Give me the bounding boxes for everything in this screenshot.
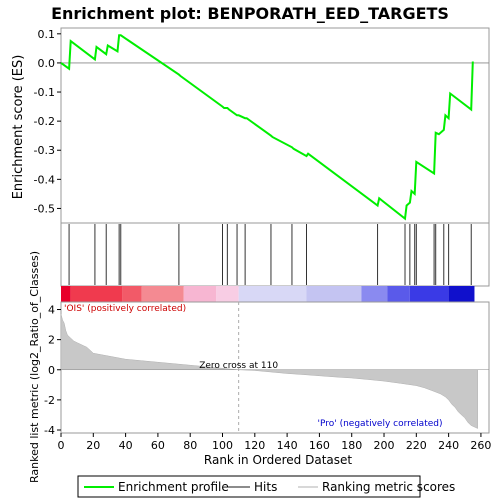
es-plot-frame — [60, 27, 490, 224]
x-tick-label: 0 — [58, 439, 65, 452]
es-y-tick-label: -0.5 — [34, 202, 55, 215]
enrichment-profile-line — [60, 34, 474, 221]
x-tick-label: 20 — [86, 439, 100, 452]
x-tick-label: 160 — [309, 439, 330, 452]
ranking-metric-polygon — [60, 313, 478, 429]
x-tick-label: 100 — [212, 439, 233, 452]
x-tick-label: 220 — [406, 439, 427, 452]
es-y-ticks: 0.1 0.0 -0.1 -0.2 -0.3 -0.4 -0.5 — [34, 28, 61, 215]
es-y-tick-label: -0.1 — [34, 86, 55, 99]
heat-segment — [448, 286, 475, 302]
heat-segment — [122, 286, 142, 302]
heat-segment — [61, 286, 71, 302]
x-tick-label: 120 — [244, 439, 265, 452]
metric-y-tick-label: 0 — [48, 364, 55, 377]
ranking-heat-bar — [61, 286, 475, 302]
x-tick-label: 260 — [470, 439, 491, 452]
metric-y-tick-label: 2 — [48, 334, 55, 347]
es-y-tick-label: -0.2 — [34, 115, 55, 128]
x-axis-ticks: 0 20 40 60 80 100 120 140 160 180 200 220 240 260 — [58, 433, 491, 452]
ranking-metric-area — [60, 313, 489, 429]
positive-class-label: 'OIS' (positively correlated) — [64, 304, 186, 314]
legend-label: Hits — [254, 480, 277, 494]
x-tick-label: 140 — [277, 439, 298, 452]
heat-segment — [141, 286, 184, 302]
metric-y-tick-label: 4 — [48, 304, 55, 317]
legend-label: Enrichment profile — [118, 480, 229, 494]
es-y-axis-label: Enrichment score (ES) — [11, 55, 26, 200]
chart-title: Enrichment plot: BENPORATH_EED_TARGETS — [51, 4, 449, 23]
x-tick-label: 40 — [119, 439, 133, 452]
heat-segment — [409, 286, 449, 302]
x-tick-label: 200 — [374, 439, 395, 452]
hit-lines — [68, 224, 472, 285]
heat-segment — [361, 286, 388, 302]
x-tick-label: 240 — [438, 439, 459, 452]
heat-segment — [238, 286, 307, 302]
heat-segment — [306, 286, 362, 302]
heat-segment — [387, 286, 410, 302]
metric-y-tick-label: -4 — [44, 424, 55, 437]
heat-segment — [183, 286, 217, 302]
es-y-tick-label: -0.4 — [34, 173, 55, 186]
legend: Enrichment profile Hits Ranking metric sco… — [77, 475, 455, 498]
x-tick-label: 60 — [151, 439, 165, 452]
x-tick-label: 80 — [183, 439, 197, 452]
es-y-tick-label: 0.0 — [38, 57, 56, 70]
zero-cross-label: Zero cross at 110 — [199, 361, 278, 371]
hits-frame — [60, 222, 490, 287]
negative-class-label: 'Pro' (negatively correlated) — [318, 419, 443, 429]
metric-y-ticks: 4 2 0 -2 -4 — [44, 304, 61, 437]
legend-label: Ranking metric scores — [322, 480, 455, 494]
es-y-tick-label: 0.1 — [38, 28, 56, 41]
es-y-tick-label: -0.3 — [34, 144, 55, 157]
metric-y-axis-label: Ranked list metric (log2_Ratio_of_Classe… — [28, 251, 41, 483]
x-tick-label: 180 — [341, 439, 362, 452]
hits-panel — [60, 222, 490, 287]
metric-panel: Zero cross at 110 'OIS' (positively corr… — [28, 251, 490, 483]
metric-y-tick-label: -2 — [44, 394, 55, 407]
es-panel: 0.1 0.0 -0.1 -0.2 -0.3 -0.4 -0.5 Enrichment sc… — [11, 27, 490, 224]
x-axis-label: Rank in Ordered Dataset — [204, 453, 352, 467]
heat-segment — [216, 286, 239, 302]
heat-segment — [70, 286, 123, 302]
